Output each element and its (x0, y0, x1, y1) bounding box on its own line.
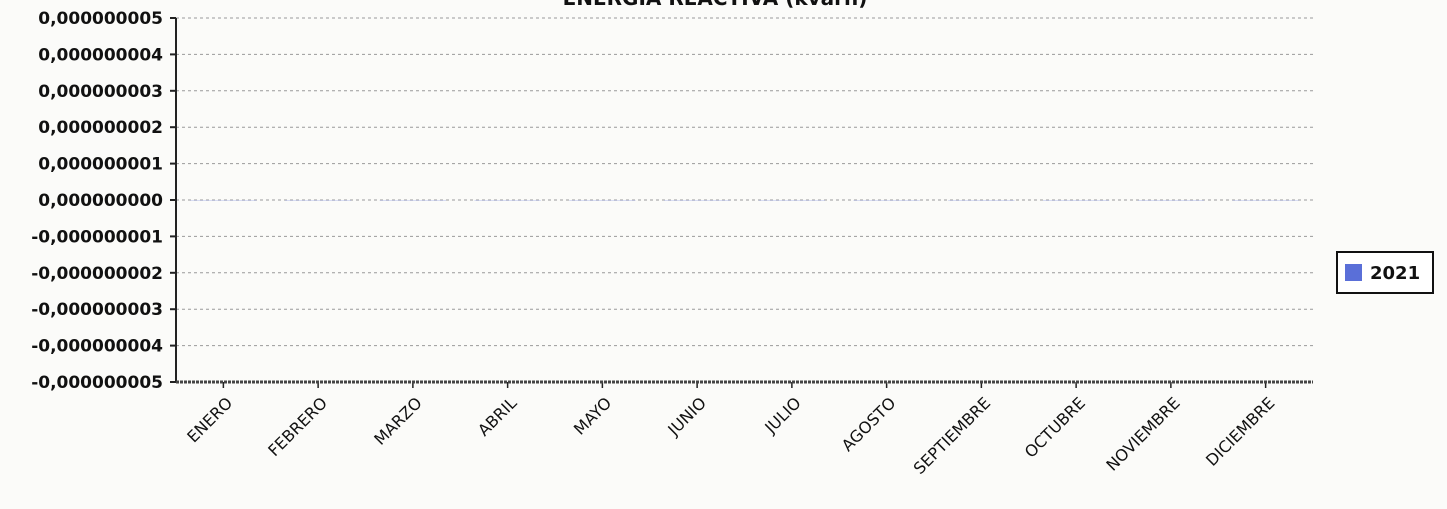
x-tick-label: JUNIO (663, 393, 709, 439)
x-tick-label: ABRIL (474, 393, 520, 439)
bar-junio (663, 200, 731, 201)
y-tick-label: 0,000000005 (38, 9, 163, 29)
y-tick-label: -0,000000005 (31, 373, 163, 393)
bar-diciembre (1232, 200, 1299, 201)
legend-label-2021: 2021 (1370, 263, 1420, 284)
bar-octubre (1042, 200, 1110, 201)
bar-marzo (379, 200, 447, 201)
bars (190, 200, 1299, 201)
y-axis-ticks: 0,000000005 0,000000004 0,000000003 0,00000… (31, 9, 176, 393)
x-tick-label: MARZO (370, 393, 425, 448)
bar-noviembre (1137, 200, 1205, 201)
y-tick-label: -0,000000001 (31, 227, 163, 247)
legend[interactable]: 2021 (1336, 251, 1434, 294)
bar-septiembre (948, 200, 1015, 201)
chart-title: ENERGIA REACTIVA (kvarh) (563, 0, 868, 10)
bar-julio (758, 200, 826, 201)
y-tick-label: -0,000000003 (31, 300, 163, 320)
legend-swatch-2021 (1345, 264, 1362, 281)
x-tick-label: OCTUBRE (1021, 393, 1089, 461)
bar-abril (474, 200, 541, 201)
y-tick-label: 0,000000003 (38, 82, 163, 102)
x-tick-label: MAYO (570, 393, 615, 438)
bar-febrero (284, 200, 352, 201)
x-axis-ticks: ENERO FEBRERO MARZO ABRIL MAYO JUNIO JULIO AGOS… (183, 382, 1278, 478)
bar-agosto (853, 200, 920, 201)
x-tick-label: SEPTIEMBRE (910, 393, 995, 478)
y-tick-label: -0,000000004 (31, 337, 163, 357)
x-tick-label: ENERO (183, 393, 236, 446)
y-tick-label: 0,000000001 (38, 155, 163, 175)
x-tick-label: JULIO (760, 393, 804, 437)
x-tick-label: NOVIEMBRE (1102, 393, 1183, 474)
y-tick-label: 0,000000000 (38, 191, 163, 211)
x-tick-label: AGOSTO (838, 393, 900, 455)
y-tick-label: 0,000000004 (38, 45, 163, 65)
y-tick-label: 0,000000002 (38, 118, 163, 138)
bar-mayo (569, 200, 636, 201)
x-tick-label: DICIEMBRE (1202, 393, 1278, 469)
x-tick-label: FEBRERO (264, 393, 331, 460)
y-tick-label: -0,000000002 (31, 264, 163, 284)
bar-enero (190, 200, 257, 201)
grid (176, 17, 1313, 347)
